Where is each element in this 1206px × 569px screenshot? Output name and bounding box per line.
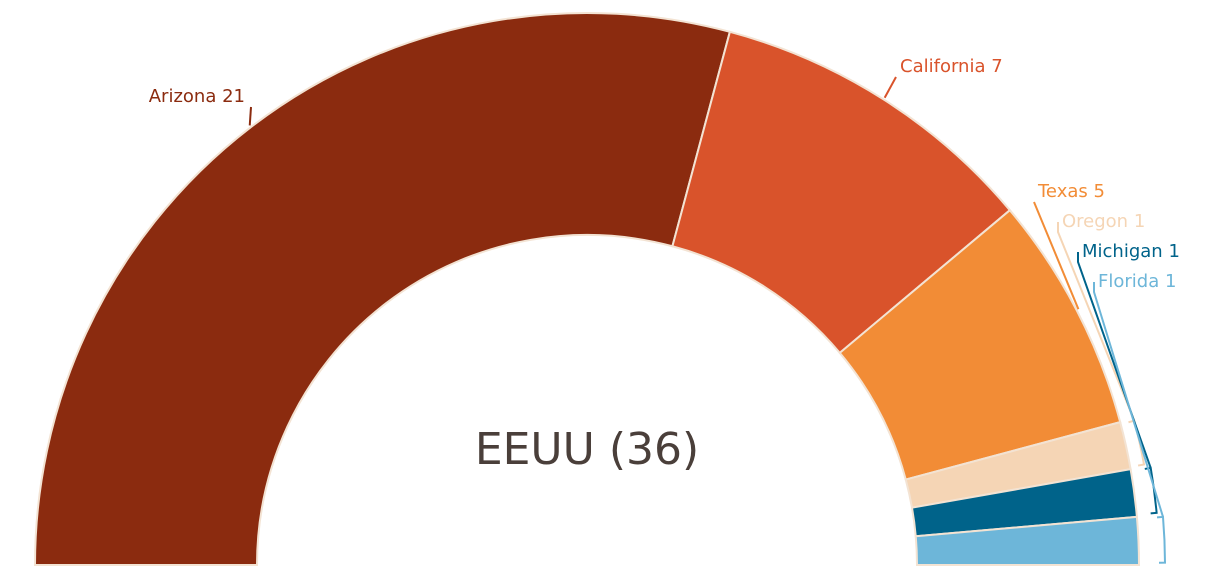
segment-label: California 7	[900, 56, 1003, 77]
label-name: Texas	[1037, 181, 1088, 202]
segment-label: Texas 5	[1037, 181, 1105, 202]
label-value: 7	[991, 56, 1002, 77]
label-name: California	[900, 56, 985, 77]
center-label: EEUU (36)	[475, 424, 699, 475]
segment-label: Oregon 1	[1062, 211, 1145, 232]
label-name: Oregon	[1062, 211, 1128, 232]
label-name: Arizona	[149, 86, 217, 107]
segment-label: Arizona 21	[149, 86, 245, 107]
leader-line	[883, 76, 897, 99]
label-value: 1	[1134, 211, 1145, 232]
label-name: Florida	[1098, 271, 1159, 292]
leader-line	[248, 106, 252, 126]
label-value: 21	[222, 86, 245, 107]
label-value: 1	[1168, 241, 1179, 262]
segment	[33, 12, 732, 566]
leader-line	[1033, 201, 1080, 310]
segment-label: Florida 1	[1098, 271, 1176, 292]
segment-label: Michigan 1	[1082, 241, 1180, 262]
label-value: 1	[1165, 271, 1176, 292]
label-value: 5	[1094, 181, 1105, 202]
segment	[914, 515, 1141, 566]
label-name: Michigan	[1082, 241, 1163, 262]
bracket	[1093, 282, 1167, 564]
